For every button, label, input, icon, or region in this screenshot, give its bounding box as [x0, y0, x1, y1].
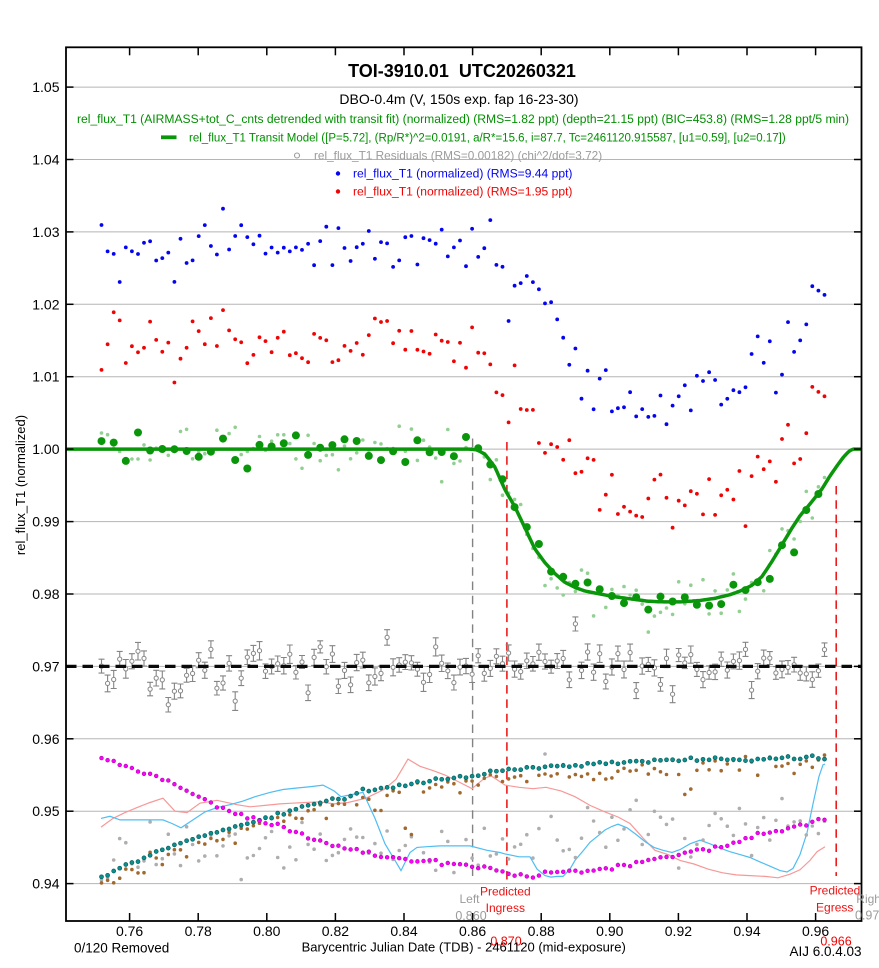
svg-text:0.98: 0.98 [32, 586, 59, 602]
svg-text:0/120 Removed: 0/120 Removed [74, 941, 169, 956]
svg-text:0.82: 0.82 [322, 923, 349, 939]
svg-text:TOI-3910.01 UTC20260321: TOI-3910.01 UTC20260321 [348, 61, 576, 81]
svg-text:0.96: 0.96 [32, 731, 59, 747]
svg-text:0.870: 0.870 [490, 934, 521, 948]
svg-text:0.84: 0.84 [390, 923, 417, 939]
svg-text:rel_flux_T1 (normalized) (RMS=: rel_flux_T1 (normalized) (RMS=9.44 ppt) [353, 167, 572, 181]
svg-text:Barycentric Julian Date (TDB): Barycentric Julian Date (TDB) - 2461120 … [302, 940, 626, 955]
svg-text:0.973: 0.973 [855, 909, 879, 923]
svg-text:rel_flux_T1 (AIRMASS+tot_C_cnt: rel_flux_T1 (AIRMASS+tot_C_cnts detrende… [77, 112, 849, 126]
svg-text:0.99: 0.99 [32, 514, 59, 530]
svg-text:0.966: 0.966 [820, 934, 851, 948]
svg-text:0.88: 0.88 [528, 923, 555, 939]
svg-text:AIJ 6.0.4.03: AIJ 6.0.4.03 [789, 944, 861, 959]
svg-text:1.01: 1.01 [32, 369, 59, 385]
svg-text:Predicted: Predicted [480, 884, 531, 898]
svg-text:DBO-0.4m (V, 150s exp. fap 16-: DBO-0.4m (V, 150s exp. fap 16-23-30) [339, 91, 578, 107]
svg-text:0.92: 0.92 [665, 923, 692, 939]
svg-text:rel_flux_T1 Transit Model ([P=: rel_flux_T1 Transit Model ([P=5.72], (Rp… [189, 133, 786, 145]
svg-text:1.02: 1.02 [32, 296, 59, 312]
svg-text:Predicted: Predicted [810, 883, 861, 897]
svg-text:0.95: 0.95 [32, 803, 59, 819]
svg-text:1.04: 1.04 [32, 152, 59, 168]
svg-text:0.94: 0.94 [733, 923, 760, 939]
svg-text:rel_flux_T1 Residuals (RMS=0.0: rel_flux_T1 Residuals (RMS=0.00182) (chi… [314, 149, 602, 163]
svg-text:0.76: 0.76 [116, 923, 143, 939]
svg-text:0.86: 0.86 [459, 923, 486, 939]
svg-text:Right: Right [856, 892, 879, 906]
svg-text:rel_flux_T1 (normalized): rel_flux_T1 (normalized) [13, 415, 28, 555]
svg-text:Left: Left [459, 892, 480, 906]
svg-text:0.80: 0.80 [253, 923, 280, 939]
svg-text:0.97: 0.97 [32, 658, 59, 674]
svg-text:Egress: Egress [816, 900, 853, 914]
svg-text:1.05: 1.05 [32, 79, 59, 95]
svg-text:0.96: 0.96 [802, 923, 829, 939]
svg-text:rel_flux_T1 (normalized) (RMS=: rel_flux_T1 (normalized) (RMS=1.95 ppt) [353, 185, 572, 199]
svg-text:1.03: 1.03 [32, 224, 59, 240]
svg-text:0.860: 0.860 [455, 909, 486, 923]
svg-text:Ingress: Ingress [486, 901, 525, 915]
svg-text:0.78: 0.78 [185, 923, 212, 939]
svg-text:0.94: 0.94 [32, 876, 59, 892]
svg-text:1.00: 1.00 [32, 441, 59, 457]
svg-text:0.90: 0.90 [596, 923, 623, 939]
